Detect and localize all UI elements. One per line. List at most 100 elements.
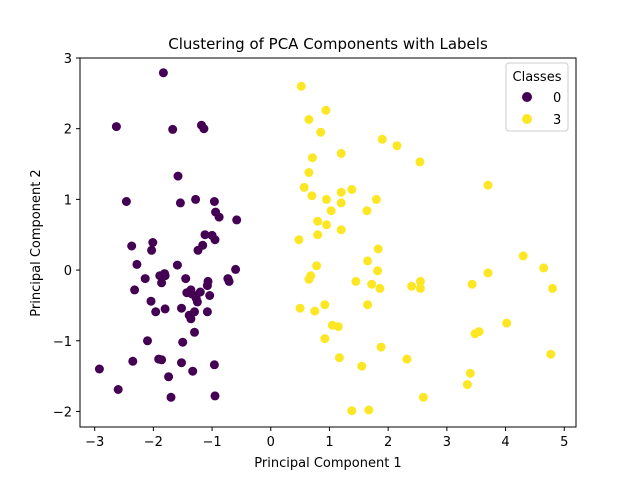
legend-label-class-3: 3: [553, 113, 561, 128]
x-axis-label: Principal Component 1: [254, 456, 401, 471]
plot-frame: [79, 57, 577, 428]
data-point-class-0: [202, 307, 212, 317]
data-point-class-0: [232, 215, 242, 225]
data-point-class-3: [336, 198, 346, 208]
data-point-class-3: [322, 194, 331, 204]
x-tick-label: 1: [325, 435, 333, 450]
y-tick-label: 2: [64, 123, 72, 138]
data-point-class-0: [168, 124, 178, 134]
y-tick-label: −2: [53, 405, 72, 420]
data-point-class-3: [470, 329, 480, 339]
data-point-class-3: [334, 353, 344, 363]
data-point-class-0: [172, 260, 182, 270]
data-point-class-3: [320, 334, 330, 344]
data-point-class-3: [336, 148, 346, 158]
data-point-class-0: [132, 259, 142, 269]
data-point-class-3: [304, 115, 314, 124]
data-point-class-0: [160, 269, 169, 279]
data-point-class-3: [294, 235, 304, 245]
data-point-class-3: [373, 244, 383, 254]
data-point-class-3: [415, 283, 425, 293]
data-point-class-3: [502, 318, 512, 328]
data-point-class-3: [415, 157, 425, 167]
data-point-class-3: [465, 368, 475, 378]
data-point-class-0: [160, 304, 170, 314]
data-point-class-3: [415, 276, 425, 286]
y-axis-ticks: −2 −1 0 1 2 3: [53, 52, 80, 420]
data-point-class-0: [191, 293, 201, 303]
data-point-class-3: [299, 182, 309, 192]
data-point-class-0: [175, 198, 185, 208]
data-point-class-0: [166, 392, 176, 402]
y-tick-label: 0: [64, 264, 72, 279]
data-point-class-3: [362, 206, 372, 216]
x-tick-label: −1: [202, 435, 221, 450]
data-point-class-3: [373, 266, 383, 276]
data-point-class-0: [200, 230, 210, 240]
data-point-class-0: [186, 314, 196, 324]
legend-items: 03: [522, 91, 561, 128]
data-point-class-0: [121, 197, 131, 206]
data-point-class-0: [188, 366, 198, 376]
data-point-class-0: [127, 241, 137, 251]
data-point-class-3: [307, 191, 317, 201]
data-point-class-0: [210, 235, 220, 245]
data-point-class-0: [94, 364, 104, 374]
data-point-class-3: [304, 274, 314, 284]
data-point-class-3: [407, 281, 417, 291]
data-point-class-3: [320, 300, 330, 310]
data-point-class-3: [336, 225, 346, 235]
legend: Classes 03: [505, 62, 569, 132]
data-point-class-0: [205, 291, 215, 300]
data-point-class-3: [296, 81, 306, 91]
data-point-class-3: [462, 380, 472, 390]
data-point-class-3: [321, 105, 331, 115]
data-point-class-3: [347, 406, 357, 416]
data-point-class-3: [313, 230, 323, 240]
data-point-class-0: [146, 296, 156, 306]
data-point-class-3: [295, 303, 305, 313]
x-tick-label: 3: [443, 435, 451, 450]
data-point-class-0: [157, 278, 167, 288]
x-axis-ticks: −3 −2 −1 0 1 2 3 4 5: [85, 427, 568, 450]
legend-box: [505, 62, 569, 132]
data-point-class-3: [418, 392, 428, 402]
data-point-class-0: [148, 238, 158, 247]
data-point-class-0: [151, 307, 161, 317]
data-point-class-0: [231, 264, 241, 274]
y-tick-label: 1: [64, 193, 72, 208]
data-point-class-3: [467, 279, 477, 289]
legend-title: Classes: [513, 70, 562, 85]
data-point-class-0: [209, 197, 219, 206]
data-point-class-0: [158, 68, 168, 78]
data-point-class-3: [483, 268, 493, 278]
data-point-class-3: [310, 306, 320, 316]
data-point-class-3: [376, 342, 386, 352]
data-point-class-0: [143, 336, 152, 346]
data-point-class-3: [363, 256, 373, 266]
data-point-class-0: [199, 124, 209, 134]
data-point-class-3: [307, 153, 317, 163]
data-point-class-3: [333, 322, 343, 332]
data-point-class-3: [326, 206, 336, 216]
y-tick-label: 3: [64, 52, 72, 67]
data-point-class-3: [375, 283, 385, 293]
data-point-class-3: [546, 349, 556, 359]
data-point-class-0: [209, 360, 219, 370]
data-point-class-0: [128, 356, 138, 366]
data-point-class-3: [316, 127, 326, 137]
data-point-class-3: [312, 261, 322, 271]
data-point-class-0: [173, 171, 183, 181]
legend-marker-class-0: [522, 92, 532, 102]
data-point-class-3: [377, 134, 387, 144]
data-point-class-0: [224, 276, 234, 286]
data-point-class-3: [518, 251, 528, 261]
data-point-class-3: [313, 216, 323, 226]
data-point-class-3: [371, 194, 381, 204]
x-tick-label: 0: [267, 435, 275, 450]
data-point-class-0: [164, 372, 174, 382]
chart-title: Clustering of PCA Components with Labels: [168, 35, 488, 53]
data-point-class-0: [111, 122, 121, 132]
x-tick-label: −3: [85, 435, 104, 450]
